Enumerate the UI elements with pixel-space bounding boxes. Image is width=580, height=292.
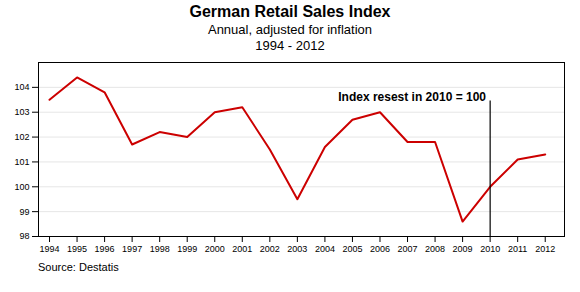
svg-text:2010: 2010 bbox=[480, 244, 500, 254]
svg-text:101: 101 bbox=[14, 157, 29, 167]
html-text:Annual, adjusted for inflation: Annual, adjusted for inflation bbox=[208, 22, 372, 37]
svg-text:2000: 2000 bbox=[205, 244, 225, 254]
svg-text:Index resest in 2010 = 100: Index resest in 2010 = 100 bbox=[338, 90, 486, 104]
svg-text:2011: 2011 bbox=[508, 244, 527, 254]
svg-text:2009: 2009 bbox=[453, 244, 473, 254]
svg-text:2003: 2003 bbox=[287, 244, 307, 254]
html-text:Source: Destatis: Source: Destatis bbox=[38, 261, 119, 273]
svg-text:1998: 1998 bbox=[150, 244, 170, 254]
svg-text:2004: 2004 bbox=[315, 244, 335, 254]
svg-text:2005: 2005 bbox=[342, 244, 362, 254]
svg-text:2006: 2006 bbox=[370, 244, 390, 254]
html-text:German Retail Sales Index: German Retail Sales Index bbox=[189, 3, 391, 20]
svg-text:2008: 2008 bbox=[425, 244, 445, 254]
html-text:1994 - 2012: 1994 - 2012 bbox=[255, 38, 325, 53]
svg-text:2002: 2002 bbox=[260, 244, 280, 254]
svg-text:103: 103 bbox=[14, 107, 29, 117]
svg-text:99: 99 bbox=[19, 207, 29, 217]
svg-text:2012: 2012 bbox=[535, 244, 555, 254]
svg-text:100: 100 bbox=[14, 182, 29, 192]
svg-text:1996: 1996 bbox=[95, 244, 115, 254]
svg-text:1999: 1999 bbox=[177, 244, 197, 254]
svg-text:1997: 1997 bbox=[122, 244, 142, 254]
svg-text:102: 102 bbox=[14, 132, 29, 142]
svg-text:1994: 1994 bbox=[40, 244, 60, 254]
svg-text:104: 104 bbox=[14, 82, 29, 92]
svg-text:2001: 2001 bbox=[232, 244, 252, 254]
svg-text:98: 98 bbox=[19, 231, 29, 241]
svg-text:2007: 2007 bbox=[398, 244, 418, 254]
svg-text:1995: 1995 bbox=[67, 244, 87, 254]
